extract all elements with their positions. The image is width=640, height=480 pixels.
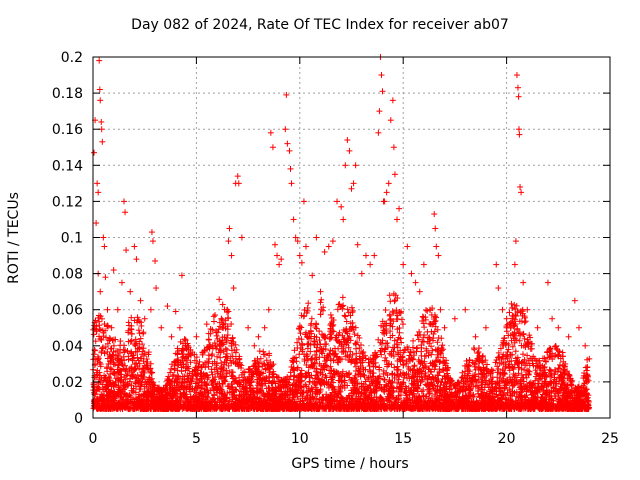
data-point-bg (168, 365, 175, 372)
data-point-bg (382, 354, 389, 361)
data-point-bg (439, 342, 446, 349)
data-point-bg (95, 355, 102, 362)
data-point-bg (305, 300, 312, 307)
data-point-bg (170, 371, 177, 378)
data-point-bg (210, 318, 217, 325)
data-point-bg (387, 298, 394, 305)
data-point-bg (110, 336, 117, 343)
data-point-bg (421, 353, 428, 360)
data-point-bg (148, 370, 155, 377)
data-point-bg (136, 330, 143, 337)
data-point-bg (133, 360, 140, 367)
data-points (90, 54, 593, 412)
data-point-bg (105, 373, 112, 380)
data-point-bg (413, 378, 420, 385)
data-point-bg (518, 342, 525, 349)
data-point-bg (308, 315, 315, 322)
data-point-bg (512, 348, 519, 355)
data-point-bg (382, 307, 389, 314)
data-point-bg (98, 315, 105, 322)
data-point-bg (416, 328, 423, 335)
data-point-bg (208, 352, 215, 359)
data-point-bg (296, 351, 303, 358)
data-point-bg (208, 369, 215, 376)
data-point-bg (104, 340, 111, 347)
data-point-bg (92, 338, 99, 345)
data-point-bg (209, 351, 216, 358)
data-point-bg (497, 345, 504, 352)
data-point-bg (117, 342, 124, 349)
data-point-bg (225, 362, 232, 369)
data-point-bg (205, 352, 212, 359)
data-point-bg (362, 355, 369, 362)
data-point-bg (410, 337, 417, 344)
data-point-bg (543, 358, 550, 365)
data-point-bg (353, 350, 360, 357)
data-point-bg (532, 377, 539, 384)
data-point-bg (341, 312, 348, 319)
data-point-bg (476, 352, 483, 359)
data-point-bg (210, 313, 217, 320)
data-point-bg (362, 352, 369, 359)
chart-title: Day 082 of 2024, Rate Of TEC Index for r… (131, 17, 509, 33)
data-point-bg (137, 335, 144, 342)
data-point-bg (298, 367, 305, 374)
data-point-bg (128, 330, 135, 337)
data-point-bg (290, 373, 297, 380)
data-point-bg (107, 370, 114, 377)
data-point-bg (398, 316, 405, 323)
data-point-bg (317, 299, 324, 306)
data-point-bg (294, 339, 301, 346)
data-point-bg (237, 388, 244, 395)
data-point-bg (125, 356, 132, 363)
data-point-bg (339, 294, 346, 301)
data-point-bg (216, 296, 223, 303)
data-point-bg (438, 344, 445, 351)
data-point-bg (312, 351, 319, 358)
data-point-bg (342, 313, 349, 320)
data-point-bg (400, 321, 407, 328)
data-point-bg (229, 334, 236, 341)
data-point-bg (508, 300, 515, 307)
data-point-bg (225, 315, 232, 322)
data-point-bg (297, 330, 304, 337)
data-point-bg (140, 345, 147, 352)
data-point-bg (393, 316, 400, 323)
data-point-bg (556, 348, 563, 355)
data-point-bg (354, 332, 361, 339)
data-point-bg (429, 347, 436, 354)
data-point-bg (361, 372, 368, 379)
data-point-bg (212, 312, 219, 319)
data-point-bg (494, 369, 501, 376)
data-point-bg (219, 301, 226, 308)
data-point-bg (422, 314, 429, 321)
data-point-bg (522, 318, 529, 325)
data-point-bg (424, 307, 431, 314)
data-point-bg (435, 372, 442, 379)
data-point-bg (263, 357, 270, 364)
data-point-bg (390, 290, 397, 297)
data-point-bg (435, 334, 442, 341)
data-point-bg (187, 359, 194, 366)
data-point-bg (387, 328, 394, 335)
data-point-bg (313, 321, 320, 328)
data-point-bg (217, 354, 224, 361)
